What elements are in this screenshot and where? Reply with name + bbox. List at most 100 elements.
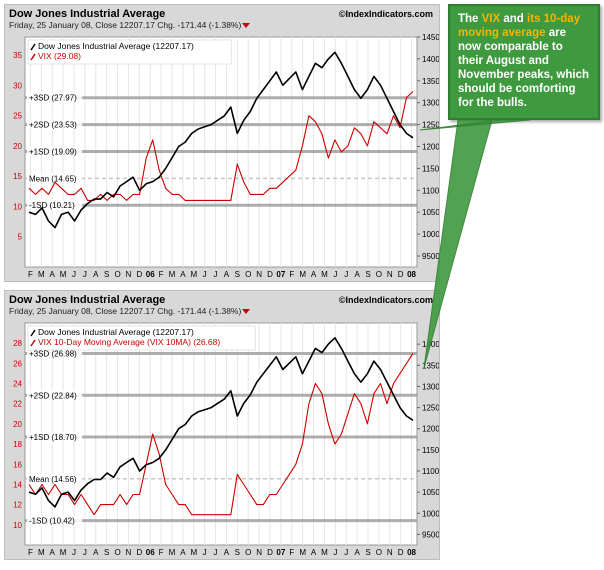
x-tick-label: F [28, 270, 33, 279]
down-arrow-icon [242, 309, 250, 314]
x-tick-label: F [159, 548, 164, 557]
y-right-tick-label: 11000 [422, 467, 439, 476]
x-tick-label: D [267, 548, 273, 557]
sd-label-4: -1SD (10.21) [29, 201, 75, 210]
chart-panel-2: Dow Jones Industrial Average Friday, 25 J… [4, 290, 445, 560]
x-tick-label: M [321, 548, 328, 557]
sd-label-0: +3SD (27.97) [29, 94, 77, 103]
y-right-tick-label: 13000 [422, 99, 439, 108]
x-tick-label: J [72, 270, 76, 279]
sd-label-bg [27, 92, 83, 102]
sd-label-1: +2SD (22.84) [29, 391, 77, 400]
x-tick-label: D [136, 548, 142, 557]
x-tick-label: O [114, 270, 120, 279]
x-tick-label: O [114, 548, 120, 557]
y-right-tick-label: 12500 [422, 404, 439, 413]
y-right-tick-label: 14000 [422, 55, 439, 64]
x-tick-label: A [354, 270, 360, 279]
x-tick-label: 07 [276, 548, 285, 557]
y-right-tick-label: 14000 [422, 340, 439, 349]
x-tick-label: A [311, 548, 317, 557]
x-tick-label: J [333, 270, 337, 279]
y-right-tick-label: 12000 [422, 143, 439, 152]
x-tick-label: O [376, 270, 382, 279]
down-arrow-icon [242, 23, 250, 28]
sd-label-bg [27, 173, 83, 183]
chart-panel-1: Dow Jones Industrial Average Friday, 25 J… [4, 4, 445, 282]
chart-subtitle: Friday, 25 January 08, Close 12207.17 Ch… [9, 20, 241, 30]
y-right-tick-label: 13000 [422, 382, 439, 391]
y-right-tick-label: 14500 [422, 33, 439, 42]
x-tick-label: D [398, 548, 404, 557]
sd-label-2: +1SD (18.70) [29, 433, 77, 442]
sd-label-bg [27, 119, 83, 129]
y-right-tick-label: 10500 [422, 488, 439, 497]
sd-label-0: +3SD (26.98) [29, 349, 77, 358]
y-right-tick-label: 9500 [422, 530, 439, 539]
x-tick-label: N [387, 270, 393, 279]
x-tick-label: J [72, 548, 76, 557]
x-tick-label: N [256, 270, 262, 279]
x-tick-label: M [169, 548, 176, 557]
x-tick-label: 08 [407, 270, 416, 279]
y-left-tick-label: 28 [13, 339, 22, 348]
series-line-0 [28, 51, 414, 229]
x-tick-label: S [235, 270, 240, 279]
x-tick-label: J [83, 270, 87, 279]
legend-swatch-1 [30, 339, 36, 347]
y-left-tick-label: 35 [13, 51, 22, 60]
plot-area [24, 322, 418, 546]
chart-watermark: ©IndexIndicators.com [339, 295, 433, 305]
x-tick-label: J [214, 270, 218, 279]
x-tick-label: F [159, 270, 164, 279]
x-tick-label: D [136, 270, 142, 279]
x-tick-label: D [267, 270, 273, 279]
x-tick-label: S [365, 270, 370, 279]
y-left-tick-label: 12 [13, 501, 22, 510]
chart-subtitle: Friday, 25 January 08, Close 12207.17 Ch… [9, 306, 241, 316]
x-tick-label: A [50, 270, 56, 279]
x-tick-label: M [38, 270, 45, 279]
x-tick-label: M [190, 270, 197, 279]
x-tick-label: O [245, 270, 251, 279]
y-left-tick-label: 20 [13, 142, 22, 151]
y-right-tick-label: 11500 [422, 164, 439, 173]
y-right-tick-label: 12500 [422, 121, 439, 130]
x-tick-label: J [214, 548, 218, 557]
annotation-text-2: and [500, 13, 528, 25]
x-tick-label: D [398, 270, 404, 279]
y-right-tick-label: 10000 [422, 509, 439, 518]
x-tick-label: F [289, 548, 294, 557]
chart-title: Dow Jones Industrial Average [9, 294, 165, 306]
x-tick-label: M [60, 270, 67, 279]
x-tick-label: J [203, 548, 207, 557]
x-tick-label: J [83, 548, 87, 557]
legend-entry-1: VIX (29.08) [38, 51, 81, 61]
x-tick-label: O [245, 548, 251, 557]
x-tick-label: A [50, 548, 56, 557]
sd-label-1: +2SD (23.53) [29, 121, 77, 130]
legend-entry-0: Dow Jones Industrial Average (12207.17) [38, 41, 194, 51]
x-tick-label: A [93, 548, 99, 557]
y-left-tick-label: 16 [13, 460, 22, 469]
annotation-text-4: are now comparable to their August and N… [458, 27, 590, 109]
y-left-tick-label: 15 [13, 172, 22, 181]
legend-box [27, 325, 256, 351]
y-right-tick-label: 12000 [422, 425, 439, 434]
x-tick-label: N [126, 548, 132, 557]
annotation-highlight-10ma: its 10-day moving average [458, 13, 581, 39]
sd-label-4: -1SD (10.42) [29, 517, 75, 526]
sd-label-bg [27, 473, 83, 483]
sd-label-bg [27, 348, 83, 358]
y-left-tick-label: 18 [13, 440, 22, 449]
series-line-1 [28, 353, 414, 516]
x-tick-label: M [38, 548, 45, 557]
y-left-tick-label: 20 [13, 420, 22, 429]
y-right-tick-label: 10000 [422, 230, 439, 239]
x-tick-label: A [224, 270, 230, 279]
y-left-tick-label: 22 [13, 400, 22, 409]
sd-label-3: Mean (14.65) [29, 174, 77, 183]
y-left-tick-label: 24 [13, 380, 22, 389]
x-tick-label: A [93, 270, 99, 279]
